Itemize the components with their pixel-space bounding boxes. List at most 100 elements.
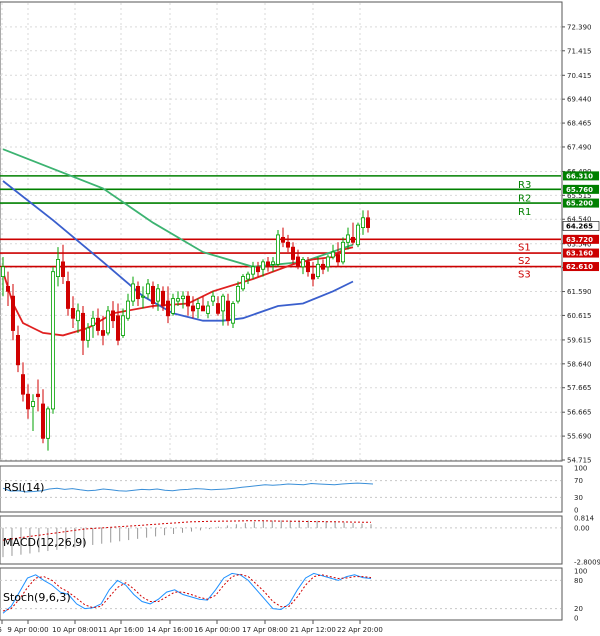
macd-panel[interactable]: MACD(12,26,9) bbox=[0, 515, 563, 565]
level-price-tag bbox=[563, 184, 599, 194]
candle-bullish bbox=[230, 303, 235, 324]
stoch-main-line bbox=[2, 572, 372, 614]
price-tick-label: 57.665 bbox=[567, 384, 592, 392]
candle-bearish bbox=[190, 305, 195, 312]
rsi-tick-label: 30 bbox=[574, 494, 583, 502]
level-name-r2: R2 bbox=[518, 193, 531, 204]
level-price-tag bbox=[563, 248, 599, 258]
rsi-tick-label: 70 bbox=[574, 477, 583, 485]
rsi-tick-label: 100 bbox=[574, 465, 587, 473]
candle-bullish bbox=[86, 327, 91, 341]
candle-bullish bbox=[340, 241, 345, 263]
level-name-r1: R1 bbox=[518, 207, 531, 218]
price-tick-label: 72.390 bbox=[567, 23, 592, 31]
level-price-tag bbox=[563, 171, 599, 181]
macd-title: MACD(12,26,9) bbox=[3, 536, 87, 549]
time-tick-label: 17 Apr 08:00 bbox=[242, 626, 288, 634]
candle-bullish bbox=[240, 276, 245, 290]
candle-bearish bbox=[96, 317, 101, 331]
candle-bullish bbox=[315, 263, 320, 277]
price-tick-label: 56.665 bbox=[567, 409, 592, 417]
level-price-tag-label: 63.720 bbox=[566, 236, 593, 244]
stoch-tick-label: 0 bbox=[574, 615, 578, 623]
candle-bullish bbox=[106, 310, 111, 334]
rsi-panel[interactable]: RSI(14) bbox=[0, 465, 563, 513]
candle-bullish bbox=[91, 317, 96, 326]
candle-bullish bbox=[130, 283, 135, 302]
candle-bearish bbox=[66, 281, 71, 309]
level-price-tag bbox=[563, 198, 599, 208]
price-tick-label: 59.615 bbox=[567, 336, 592, 344]
candle-bearish bbox=[81, 312, 86, 341]
candle-bearish bbox=[165, 300, 170, 317]
level-name-s3: S3 bbox=[518, 270, 531, 281]
candle-bullish bbox=[195, 303, 200, 309]
candle-bullish bbox=[235, 285, 240, 302]
candle-bearish bbox=[6, 285, 11, 292]
candle-bullish bbox=[205, 305, 210, 314]
candle-bullish bbox=[360, 217, 365, 228]
rsi-axis: 100 70 30 0 bbox=[574, 465, 587, 515]
candle-bullish bbox=[300, 259, 305, 268]
candle-bullish bbox=[220, 295, 225, 312]
stoch-tick-label: 20 bbox=[574, 605, 583, 613]
candle-bearish bbox=[25, 393, 30, 410]
candle-bearish bbox=[185, 295, 190, 307]
candle-bearish bbox=[335, 254, 340, 263]
candle-bearish bbox=[200, 305, 205, 312]
stoch-panel[interactable]: Stoch(9,6,3) bbox=[0, 567, 563, 621]
candle-bearish bbox=[280, 236, 285, 243]
pivot-level-labels: R3 R2 R1 S1 S2 S3 bbox=[518, 180, 531, 281]
time-tick-label: 14 Apr 16:00 bbox=[147, 626, 193, 634]
candle-bearish bbox=[365, 217, 370, 228]
rsi-grid bbox=[0, 480, 561, 498]
candle-bearish bbox=[265, 261, 270, 268]
price-axis: 72.39071.41570.41569.44068.46567.49066.4… bbox=[562, 23, 600, 465]
candle-bearish bbox=[41, 403, 46, 439]
candle-bullish bbox=[140, 295, 145, 298]
candle-bearish bbox=[20, 374, 25, 395]
candle-bullish bbox=[210, 295, 215, 302]
pivot-levels bbox=[0, 175, 561, 268]
candle-bullish bbox=[250, 266, 255, 275]
price-tick-label: 54.715 bbox=[567, 457, 592, 465]
candle-bullish bbox=[275, 234, 280, 265]
candle-bearish bbox=[116, 315, 121, 341]
candle-bearish bbox=[150, 285, 155, 304]
candle-bearish bbox=[36, 393, 41, 398]
candle-bullish bbox=[170, 298, 175, 314]
candle-bullish bbox=[30, 401, 35, 407]
candle-bullish bbox=[245, 273, 250, 280]
time-tick-label: 10 Apr 08:00 bbox=[52, 626, 98, 634]
candle-bearish bbox=[290, 246, 295, 260]
level-price-tag-label: 65.760 bbox=[566, 186, 593, 194]
price-tick-label: 55.690 bbox=[567, 433, 592, 441]
stoch-title: Stoch(9,6,3) bbox=[3, 591, 71, 604]
level-name-s1: S1 bbox=[518, 242, 531, 253]
price-tick-label: 70.415 bbox=[567, 72, 592, 80]
stoch-tick-label: 80 bbox=[574, 577, 583, 585]
level-price-tag bbox=[563, 262, 599, 272]
candle-bullish bbox=[56, 259, 61, 277]
price-grid bbox=[0, 3, 561, 461]
candle-bullish bbox=[355, 224, 360, 246]
macd-signal-path bbox=[2, 520, 372, 541]
candle-bullish bbox=[260, 261, 265, 270]
candle-bullish bbox=[0, 266, 6, 277]
candle-bearish bbox=[310, 273, 315, 280]
candle-bearish bbox=[160, 290, 165, 307]
rsi-series-line bbox=[2, 482, 374, 493]
price-panel[interactable]: R3 R2 R1 S1 S2 S3 bbox=[0, 1, 563, 462]
rsi-title: RSI(14) bbox=[4, 481, 44, 494]
price-tick-label: 67.490 bbox=[567, 143, 592, 151]
candle-bearish bbox=[15, 334, 20, 366]
level-name-s2: S2 bbox=[518, 256, 531, 267]
level-price-tag-label: 63.160 bbox=[566, 250, 593, 258]
price-tick-label: 71.415 bbox=[567, 47, 592, 55]
stoch-lines bbox=[2, 572, 372, 614]
candle-bullish bbox=[345, 234, 350, 243]
price-tick-label: 63.540 bbox=[567, 240, 592, 248]
